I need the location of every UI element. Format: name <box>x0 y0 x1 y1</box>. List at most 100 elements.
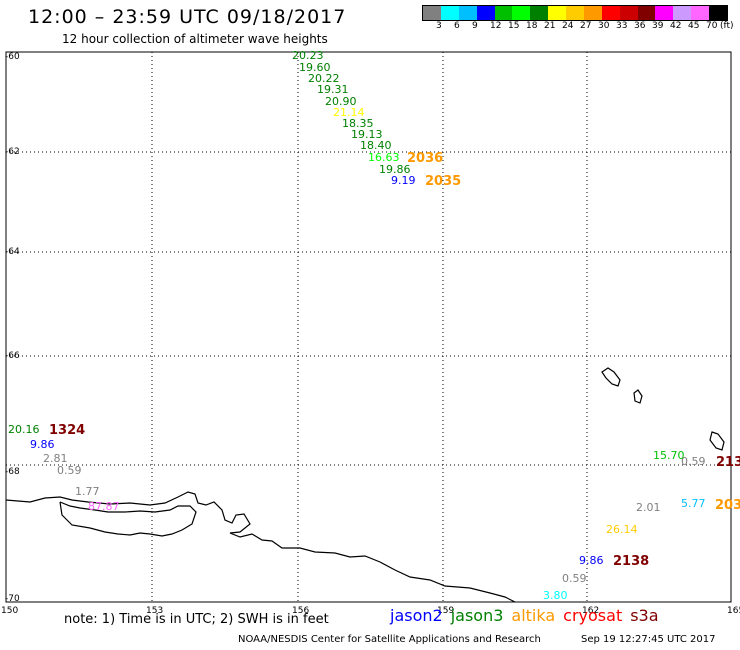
lat-label: -70 <box>5 594 20 604</box>
lon-label: 156 <box>292 606 309 616</box>
observation-label: 2138 <box>613 554 649 569</box>
balleny-island-south <box>709 431 725 451</box>
legend-swatch <box>655 6 674 20</box>
balleny-island-north <box>601 367 621 387</box>
legend-swatch <box>476 6 495 20</box>
map-frame <box>5 51 732 603</box>
legend-label: 3 <box>436 21 442 31</box>
lon-label: 162 <box>582 606 599 616</box>
observation-label: 2036 <box>407 151 443 166</box>
legend-label: 6 <box>454 21 460 31</box>
observation-label: 20.23 <box>292 49 324 62</box>
legend-label: 15 <box>508 21 520 31</box>
legend-swatch <box>566 6 584 20</box>
satellite-jason2: jason2 <box>390 606 443 625</box>
units-note: note: 1) Time is in UTC; 2) SWH is in fe… <box>64 612 329 627</box>
legend-label: 24 <box>562 21 574 31</box>
legend-label: (ft) <box>720 21 734 31</box>
wave-height-color-legend <box>422 5 728 21</box>
legend-swatch <box>637 6 656 20</box>
observation-label: 16.63 <box>368 151 400 164</box>
observation-label: 26.14 <box>606 523 638 536</box>
longitude-labels: 150 153 156 159 162 165 <box>1 606 740 616</box>
legend-swatch <box>691 6 709 20</box>
legend-labels: 3 6 9 12 15 18 21 24 27 30 33 36 39 42 45 70 (ft) <box>422 21 740 35</box>
observation-label: 9.86 <box>30 438 55 451</box>
lat-label: -62 <box>5 147 20 157</box>
observation-label: 18.35 <box>342 117 374 130</box>
satellite-cryosat: cryosat <box>563 606 623 625</box>
graticule <box>6 52 731 602</box>
observation-label: 1.77 <box>75 485 100 498</box>
observation-label: 2.01 <box>636 501 661 514</box>
observation-label: 3.80 <box>543 589 568 602</box>
balleny-island-middle <box>633 389 643 404</box>
observation-label: 203 <box>715 498 740 513</box>
legend-label: 33 <box>616 21 628 31</box>
observation-label: 1324 <box>49 423 85 438</box>
lon-label: 153 <box>146 606 163 616</box>
legend-label: 70 <box>706 21 718 31</box>
latitude-labels: -60 -62 -64 -66 -68 -70 <box>5 52 20 604</box>
legend-swatch <box>619 6 638 20</box>
observation-label: 18.40 <box>360 139 392 152</box>
credit-line: NOAA/NESDIS Center for Satellite Applica… <box>238 634 541 645</box>
legend-swatch <box>423 6 441 20</box>
map-title: 12:00 – 23:59 UTC 09/18/2017 <box>28 6 347 28</box>
legend-swatch <box>548 6 566 20</box>
legend-label: 12 <box>490 21 502 31</box>
legend-swatch <box>440 6 459 20</box>
legend-swatch <box>583 6 602 20</box>
observation-label: 2035 <box>425 174 461 189</box>
legend-label: 21 <box>544 21 556 31</box>
legend-swatch <box>530 6 549 20</box>
observation-label: 0.59 <box>681 455 706 468</box>
observation-label: 0.59 <box>562 572 587 585</box>
legend-swatch <box>601 6 620 20</box>
lat-label: -68 <box>5 467 20 477</box>
legend-swatch <box>458 6 477 20</box>
legend-label: 18 <box>526 21 538 31</box>
lon-label: 150 <box>1 606 18 616</box>
observation-label: 87.87 <box>88 500 120 513</box>
legend-swatch <box>709 6 727 20</box>
lat-label: -64 <box>5 247 20 257</box>
observation-label: 20.16 <box>8 423 40 436</box>
satellite-jason3: jason3 <box>450 606 504 625</box>
observation-label: 5.77 <box>681 497 706 510</box>
satellite-s3a: s3a <box>630 606 659 625</box>
observation-label: 20.22 <box>308 72 340 85</box>
legend-label: 27 <box>580 21 592 31</box>
legend-swatch <box>673 6 692 20</box>
satellite-legend: jason2 jason3 altika cryosat s3a <box>390 606 667 625</box>
observation-label: 9.19 <box>391 174 416 187</box>
observation-label: 21.14 <box>333 106 365 119</box>
observation-label: 9.86 <box>579 554 604 567</box>
lon-label: 159 <box>437 606 454 616</box>
map-subtitle: 12 hour collection of altimeter wave hei… <box>62 32 328 46</box>
observation-label: 20.90 <box>325 95 357 108</box>
observation-label: 0.59 <box>57 464 82 477</box>
legend-label: 30 <box>598 21 610 31</box>
legend-label: 42 <box>670 21 682 31</box>
legend-swatch <box>512 6 531 20</box>
observation-label: 2.81 <box>43 452 68 465</box>
antarctic-coastline <box>5 491 516 603</box>
observation-label: 19.86 <box>379 163 411 176</box>
observation-label: 15.70 <box>653 449 685 462</box>
lat-label: -66 <box>5 351 20 361</box>
legend-swatch <box>494 6 513 20</box>
legend-label: 9 <box>472 21 478 31</box>
observation-label: 19.13 <box>351 128 383 141</box>
legend-label: 45 <box>688 21 700 31</box>
lat-label: -60 <box>5 52 20 62</box>
legend-label: 36 <box>634 21 646 31</box>
observation-label: 19.60 <box>299 61 331 74</box>
observation-label: 213 <box>716 455 740 470</box>
coastline-inlet <box>59 501 197 537</box>
wave-height-observations: 20.23 19.60 20.22 19.31 20.90 21.14 18.3… <box>8 49 740 602</box>
lon-label: 165 <box>727 606 740 616</box>
satellite-altika: altika <box>511 606 556 625</box>
